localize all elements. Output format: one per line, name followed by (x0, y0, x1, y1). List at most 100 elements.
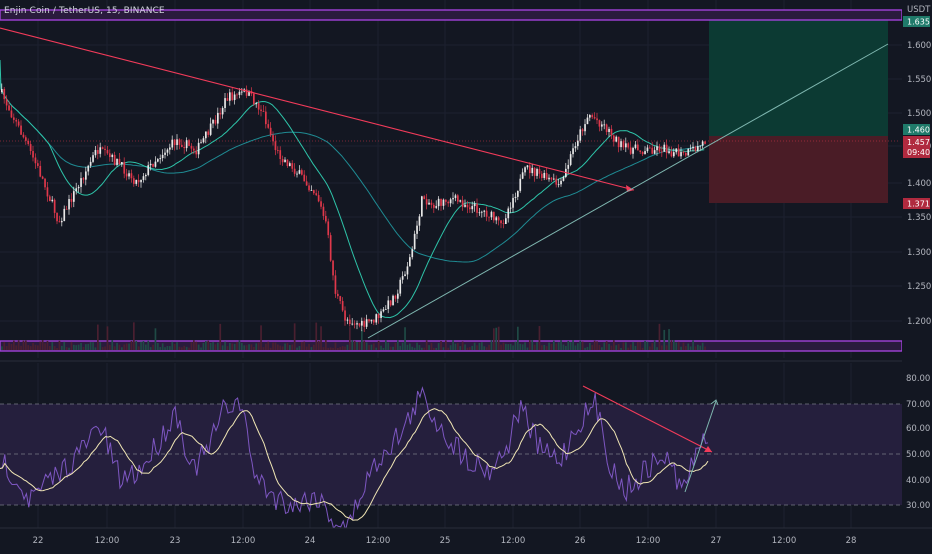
volume-bar (245, 345, 248, 350)
time-tick-label: 23 (170, 536, 181, 546)
volume-bar (305, 346, 308, 350)
volume-bar (236, 341, 238, 350)
candle-body (459, 200, 462, 202)
volume-bar (351, 340, 354, 350)
volume-bar (145, 344, 147, 350)
volume-bar (224, 341, 226, 350)
candle-body (394, 295, 397, 299)
candle-body (8, 105, 10, 111)
volume-bar (65, 347, 68, 350)
candle-body (193, 148, 195, 151)
volume-bar (531, 340, 534, 350)
candle-body (389, 300, 392, 306)
candle-body (152, 163, 154, 167)
volume-bar (423, 347, 426, 350)
volume-bar (8, 342, 10, 350)
candle-body (77, 186, 80, 189)
volume-bar (267, 341, 270, 350)
volume-bar (332, 347, 334, 350)
price-axis[interactable] (902, 0, 932, 550)
price-tick-label: 1.600 (907, 41, 931, 51)
volume-bar (601, 347, 603, 350)
volume-bar (459, 346, 462, 350)
volume-bar (152, 344, 154, 350)
candle-body (481, 211, 483, 213)
candle-body (344, 310, 346, 321)
candle-body (171, 139, 174, 148)
volume-bar (233, 343, 236, 350)
candle-body (305, 181, 308, 186)
time-axis[interactable] (0, 528, 932, 550)
svg-text:1.371: 1.371 (907, 200, 930, 209)
candle-body (356, 323, 358, 325)
rsi-divergence-line[interactable] (582, 385, 713, 453)
volume-bar (257, 342, 260, 350)
volume-bar (73, 344, 75, 350)
volume-bar (356, 342, 358, 350)
candle-body (296, 173, 298, 175)
volume-bar (365, 342, 368, 350)
volume-bar (109, 344, 111, 350)
volume-bar (296, 347, 298, 350)
target-zone[interactable] (709, 20, 888, 136)
volume-bar (157, 342, 159, 350)
candle-body (44, 178, 46, 188)
candle-body (325, 215, 327, 222)
volume-bar (567, 340, 570, 350)
volume-bar (377, 340, 380, 350)
candle-body (25, 137, 27, 141)
candle-body (637, 144, 639, 151)
candle-body (87, 165, 90, 172)
candle-body (269, 127, 272, 136)
rsi-tick-label: 80.00 (906, 374, 930, 384)
candle-body (617, 136, 620, 148)
candle-body (493, 211, 495, 221)
volume-bar (615, 345, 618, 350)
trendline-arrow-icon (626, 185, 634, 192)
volume-bar (262, 347, 265, 350)
rsi-axis-ticks: 80.00 70.00 60.00 50.00 40.00 30.00 (906, 374, 930, 511)
candle-body (260, 109, 262, 111)
volume-bar (358, 341, 361, 350)
volume-bar (685, 346, 687, 350)
volume-bar (389, 346, 392, 350)
candle-body (17, 121, 20, 126)
volume-bar (469, 347, 471, 350)
ascending-trendline[interactable] (367, 43, 889, 339)
time-tick-label: 26 (575, 536, 586, 546)
price-tick-label: 1.550 (907, 75, 931, 85)
volume-bar (80, 342, 82, 350)
candle-body (502, 223, 505, 225)
stop-zone[interactable] (709, 136, 888, 203)
volume-bar (116, 342, 118, 350)
volume-bar (584, 347, 586, 350)
candle-body (205, 131, 207, 139)
candle-body (176, 139, 178, 146)
candle-body (70, 199, 73, 202)
rsi-projection-line[interactable] (684, 400, 717, 493)
candle-body (634, 144, 637, 148)
volume-bar (325, 340, 327, 350)
descending-trendline[interactable] (0, 27, 635, 191)
time-tick-label: 12:00 (95, 536, 120, 546)
candle-body (610, 128, 613, 136)
volume-bar (197, 344, 200, 350)
candle-body (236, 94, 238, 96)
volume-bar (3, 341, 6, 350)
time-tick-label: 24 (305, 536, 316, 546)
volume-bar (308, 343, 310, 350)
price-tick-label: 1.200 (907, 317, 931, 327)
volume-bar (142, 341, 145, 350)
candle-body (545, 172, 548, 180)
volume-bar (226, 346, 229, 350)
volume-bar (133, 322, 135, 350)
candle-body (555, 178, 558, 185)
volume-bar (452, 340, 454, 350)
volume-bar (140, 341, 142, 350)
candle-body (207, 131, 210, 135)
candlestick-series (1, 83, 706, 332)
candle-body (75, 188, 78, 192)
volume-bar (375, 347, 378, 350)
